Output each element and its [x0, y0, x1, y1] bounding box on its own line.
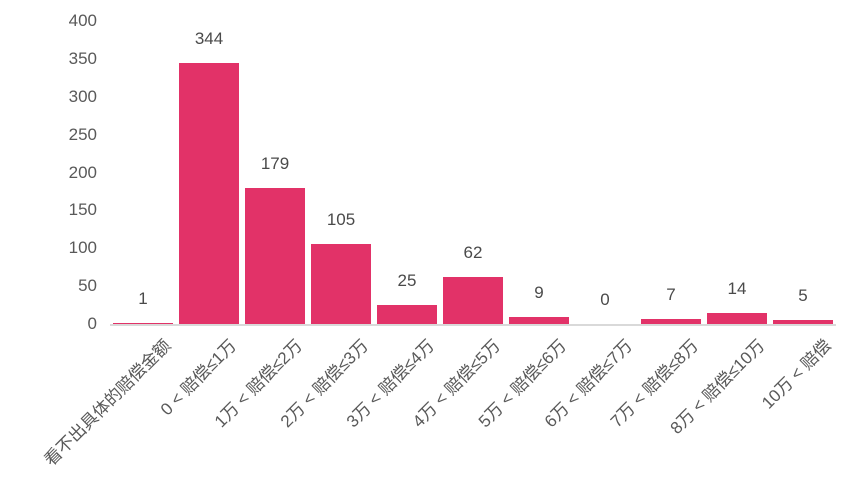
y-axis-tick-label: 400: [68, 11, 97, 30]
bar-value-label: 9: [534, 283, 544, 302]
y-axis-tick-label: 300: [68, 86, 97, 106]
bar: [245, 188, 305, 324]
bar-value-label: 0: [600, 290, 610, 309]
x-axis-category-label: 看不出具体的赔偿金额: [40, 336, 175, 470]
bar-value-label: 25: [397, 271, 417, 290]
bar: [179, 63, 239, 324]
bar: [113, 323, 173, 324]
y-axis-tick-label: 250: [68, 124, 97, 144]
bar: [443, 277, 503, 324]
y-axis-tick-label: 100: [68, 238, 97, 258]
bar-value-label: 5: [798, 286, 808, 305]
bar: [641, 319, 701, 324]
x-axis-line: [110, 324, 836, 326]
y-axis-tick-label: 350: [68, 48, 97, 68]
bar-value-label: 62: [463, 243, 483, 262]
y-axis-tick-label: 150: [68, 200, 97, 220]
bar-value-label: 179: [260, 154, 290, 173]
bar-value-label: 14: [727, 279, 747, 298]
bar: [773, 320, 833, 324]
bar: [311, 244, 371, 324]
bar-value-label: 344: [194, 29, 224, 48]
bar-value-label: 7: [666, 285, 676, 304]
x-axis-category-label: 10万 < 赔偿: [757, 336, 835, 413]
y-axis-tick-label: 50: [78, 276, 97, 296]
bar-value-label: 1: [138, 289, 148, 308]
y-axis-tick-label: 0: [87, 314, 97, 333]
bar: [509, 317, 569, 324]
bar: [707, 313, 767, 324]
bar: [377, 305, 437, 324]
bar-value-label: 105: [326, 210, 356, 229]
y-axis-tick-label: 200: [68, 162, 97, 182]
